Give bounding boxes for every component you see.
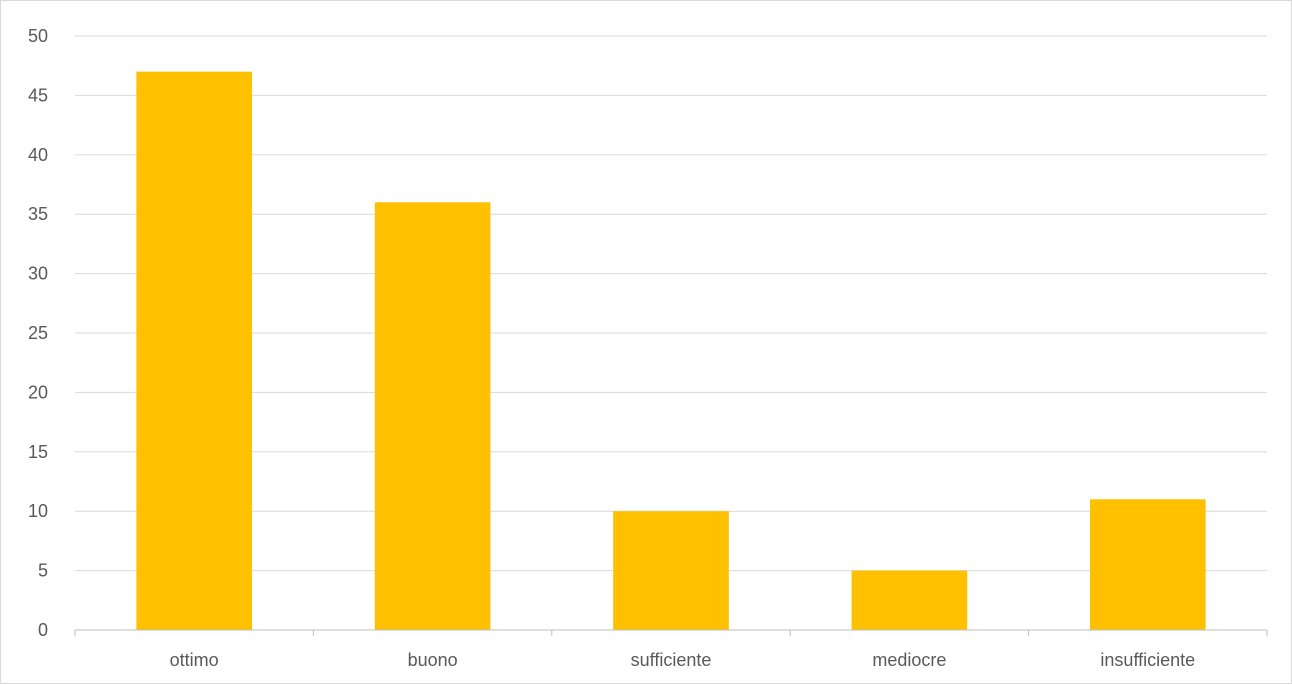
- y-tick-label: 35: [28, 204, 48, 224]
- grid-layer: [75, 35, 1267, 572]
- bar-insufficiente: [1089, 499, 1206, 630]
- bar-buono: [374, 202, 491, 630]
- y-tick-label: 50: [28, 26, 48, 46]
- x-category-label: mediocre: [872, 650, 946, 670]
- y-tick-label: 30: [28, 264, 48, 284]
- bar-ottimo: [136, 71, 253, 630]
- axis-layer: [74, 629, 1268, 636]
- y-tick-label: 25: [28, 323, 48, 343]
- x-category-label: sufficiente: [631, 650, 712, 670]
- bar-layer: [136, 71, 1206, 630]
- x-category-label: insufficiente: [1100, 650, 1195, 670]
- bar-sufficiente: [613, 511, 729, 630]
- y-tick-label: 0: [38, 620, 48, 640]
- y-tick-label: 10: [28, 501, 48, 521]
- label-layer: 0 5 10 15 20 25 30 35 40 45 50 ottimo buono sufficien…: [28, 26, 1195, 670]
- y-tick-label: 15: [28, 442, 48, 462]
- y-tick-label: 5: [38, 561, 48, 581]
- y-tick-label: 40: [28, 145, 48, 165]
- bar-mediocre: [851, 570, 968, 630]
- x-category-label: ottimo: [170, 650, 219, 670]
- y-tick-label: 20: [28, 382, 48, 402]
- x-category-label: buono: [408, 650, 458, 670]
- y-tick-label: 45: [28, 85, 48, 105]
